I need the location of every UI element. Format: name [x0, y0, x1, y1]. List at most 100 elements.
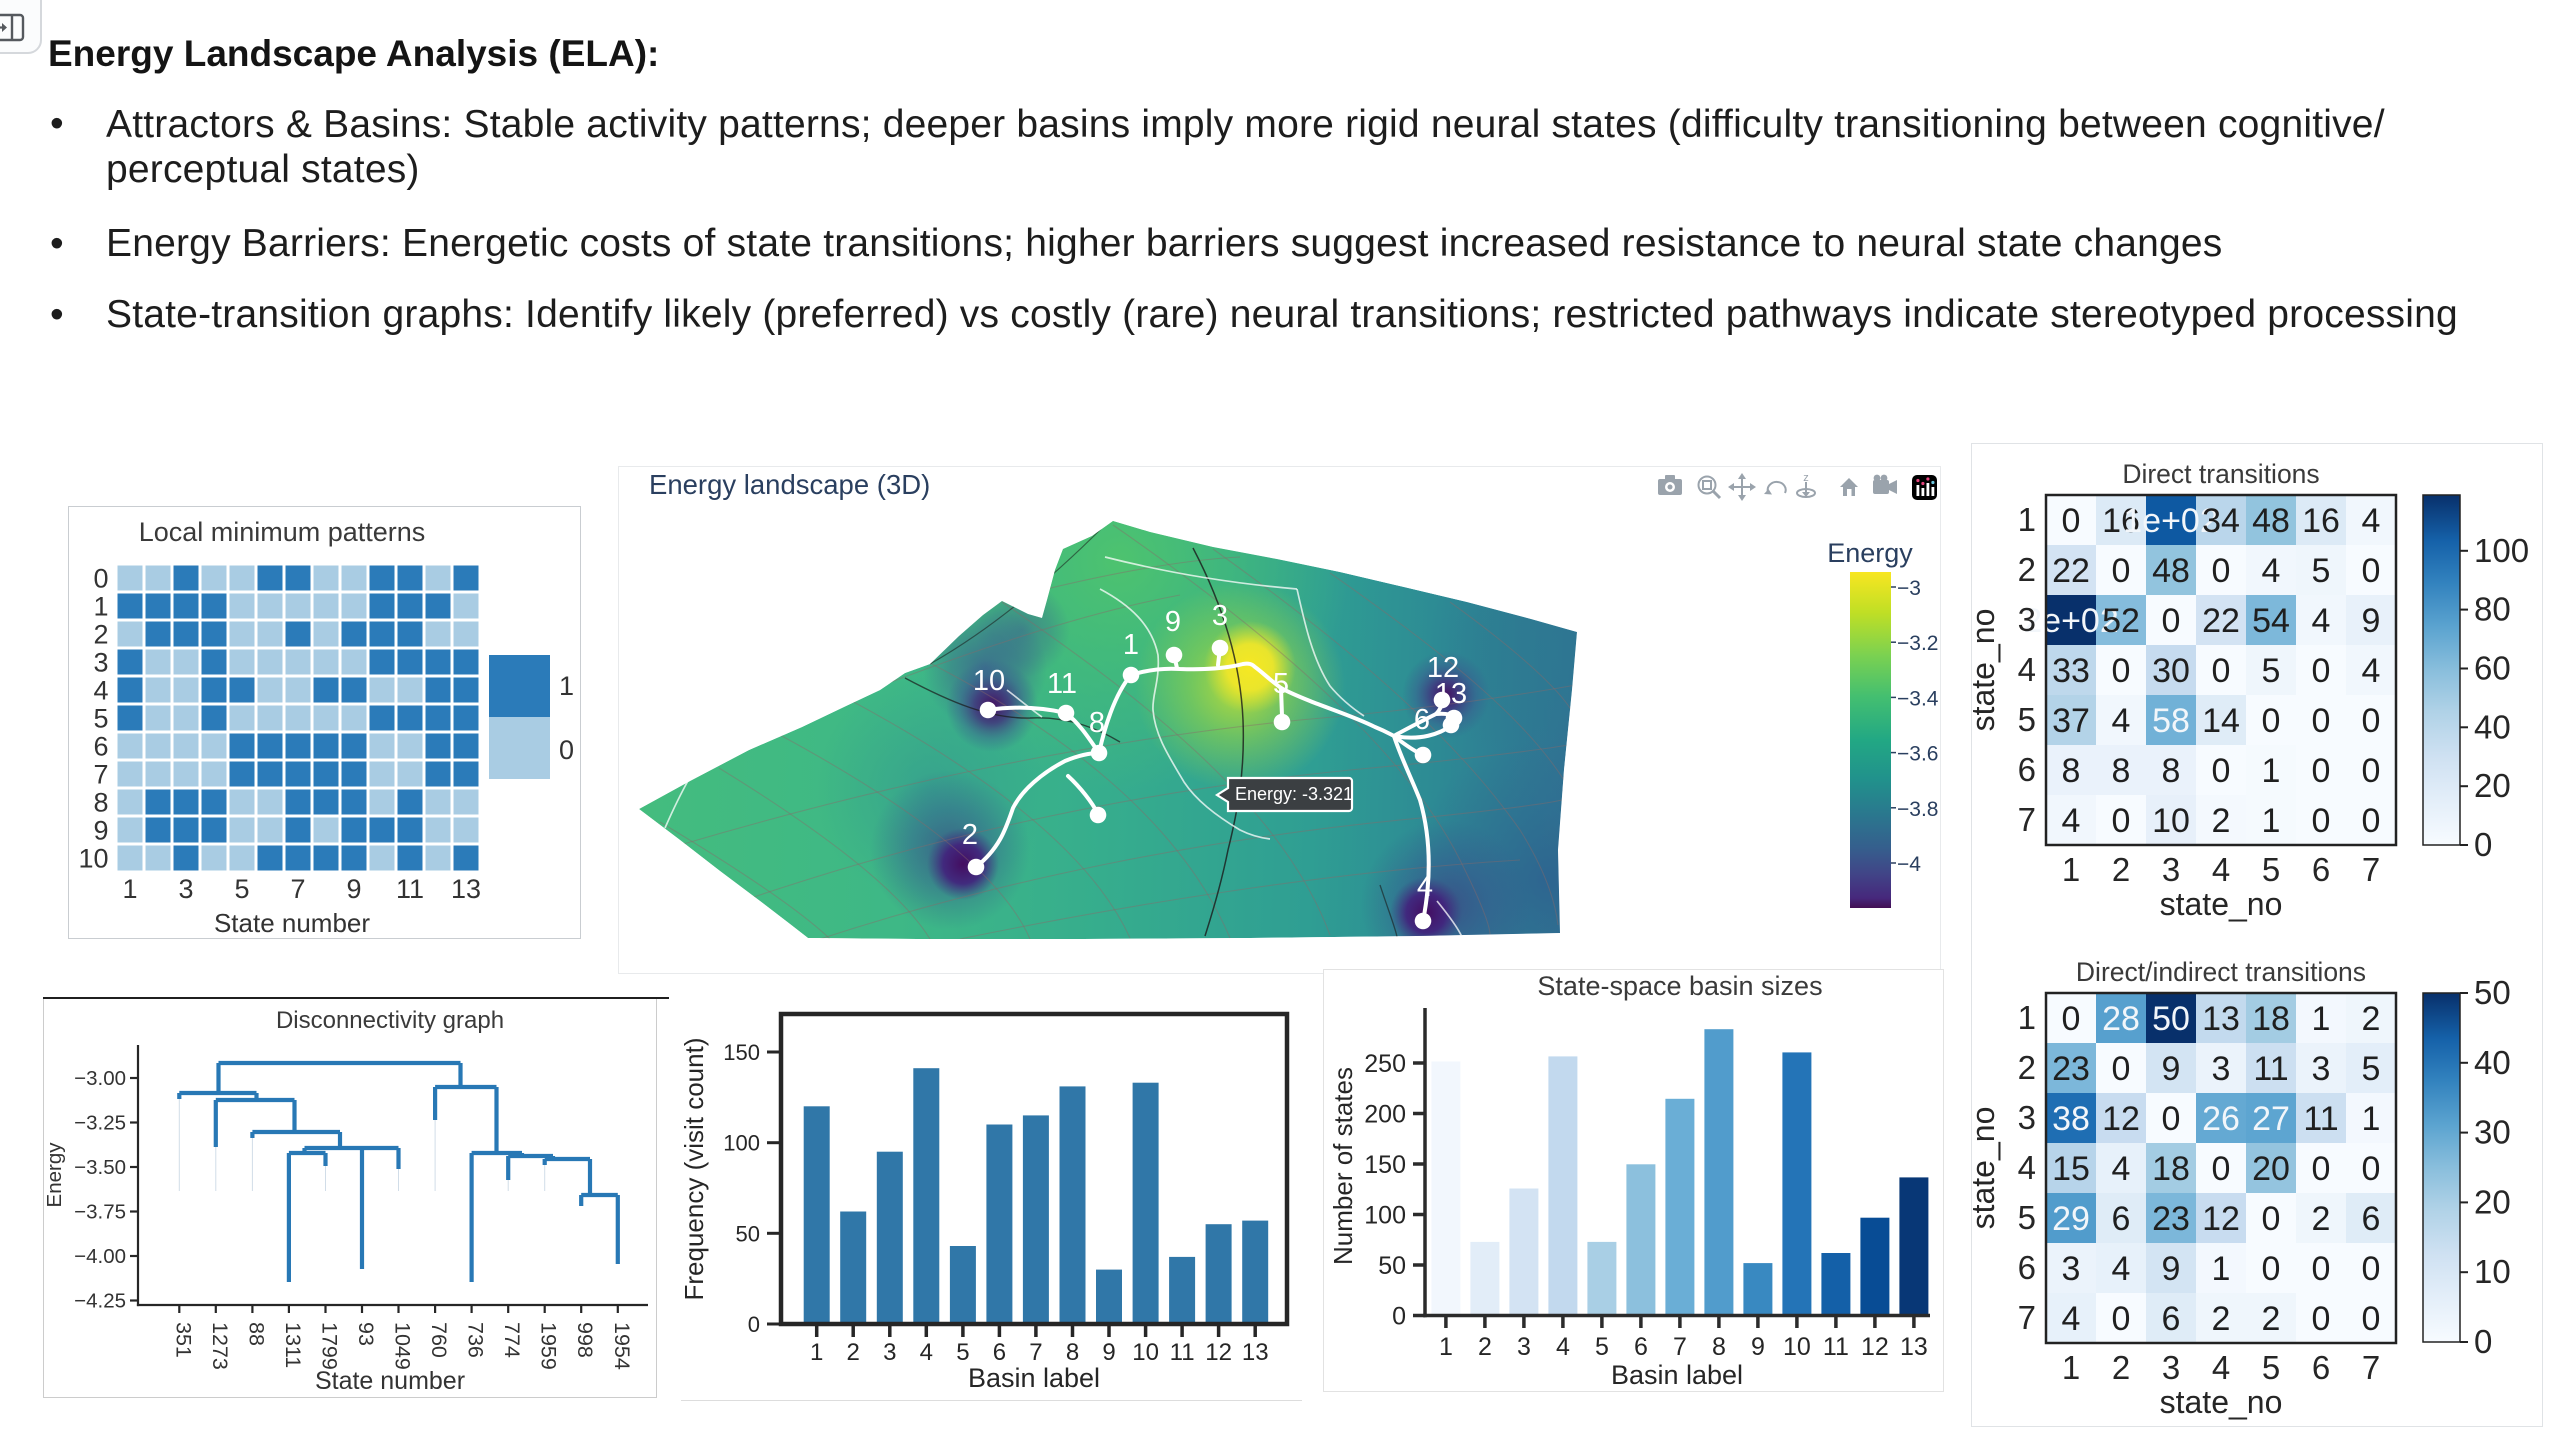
- svg-text:1799: 1799: [318, 1322, 342, 1370]
- svg-text:13: 13: [2202, 1000, 2240, 1038]
- svg-text:1311: 1311: [281, 1322, 305, 1368]
- svg-text:state_no: state_no: [2160, 886, 2283, 922]
- svg-text:3: 3: [93, 648, 108, 678]
- svg-text:2: 2: [1478, 1333, 1492, 1361]
- svg-text:0: 0: [2362, 1150, 2381, 1188]
- svg-text:48: 48: [2252, 502, 2290, 540]
- svg-text:20: 20: [2474, 1183, 2511, 1220]
- svg-text:2: 2: [2018, 551, 2036, 588]
- svg-text:80: 80: [2474, 591, 2511, 628]
- svg-text:5: 5: [1273, 668, 1289, 700]
- svg-text:0: 0: [2162, 602, 2181, 640]
- svg-text:8: 8: [1089, 707, 1105, 739]
- svg-text:9: 9: [2362, 602, 2381, 640]
- svg-text:0: 0: [2112, 802, 2131, 840]
- svg-text:12: 12: [1861, 1333, 1889, 1361]
- svg-text:9: 9: [1102, 1339, 1115, 1366]
- svg-text:774: 774: [500, 1322, 524, 1358]
- svg-text:33: 33: [2052, 652, 2090, 690]
- svg-text:8: 8: [93, 788, 108, 818]
- svg-text:50: 50: [736, 1221, 760, 1246]
- svg-text:1: 1: [122, 874, 137, 904]
- svg-text:0: 0: [2362, 1300, 2381, 1338]
- svg-text:52: 52: [2102, 602, 2140, 640]
- svg-text:0: 0: [2262, 1200, 2281, 1238]
- svg-text:12: 12: [2102, 1100, 2140, 1138]
- svg-text:0: 0: [559, 735, 574, 765]
- svg-text:5: 5: [956, 1339, 969, 1366]
- svg-text:3: 3: [178, 874, 193, 904]
- svg-text:4: 4: [2112, 702, 2131, 740]
- svg-text:54: 54: [2252, 602, 2290, 640]
- svg-text:7: 7: [93, 760, 108, 790]
- svg-text:2: 2: [2212, 802, 2231, 840]
- svg-text:4: 4: [2112, 1250, 2131, 1288]
- svg-text:351: 351: [171, 1322, 195, 1358]
- svg-text:29: 29: [2052, 1200, 2090, 1238]
- svg-text:4: 4: [2018, 1149, 2036, 1186]
- svg-text:0: 0: [1392, 1303, 1406, 1331]
- svg-text:1e+02: 1e+02: [2123, 502, 2219, 540]
- svg-text:−3.25: −3.25: [74, 1112, 126, 1135]
- svg-text:1: 1: [1439, 1333, 1453, 1361]
- svg-text:0: 0: [2212, 1150, 2231, 1188]
- svg-text:50: 50: [2474, 974, 2511, 1011]
- svg-text:4: 4: [2262, 552, 2281, 590]
- svg-text:2: 2: [2262, 1300, 2281, 1338]
- svg-text:0: 0: [2474, 1323, 2492, 1360]
- svg-text:1: 1: [2312, 1000, 2331, 1038]
- svg-text:Energy: -3.321: Energy: -3.321: [1235, 784, 1353, 804]
- svg-text:6: 6: [2018, 1249, 2036, 1286]
- svg-text:13: 13: [451, 874, 481, 904]
- svg-text:88: 88: [244, 1322, 268, 1346]
- svg-text:state_no: state_no: [2160, 1384, 2283, 1420]
- svg-text:1: 1: [2212, 1250, 2231, 1288]
- svg-text:10: 10: [973, 665, 1005, 697]
- svg-text:0: 0: [2312, 752, 2331, 790]
- svg-text:20: 20: [2474, 767, 2511, 804]
- svg-text:State number: State number: [214, 908, 370, 938]
- svg-text:−4.25: −4.25: [74, 1290, 126, 1313]
- svg-text:5: 5: [2018, 1199, 2036, 1236]
- svg-text:26: 26: [2202, 1100, 2240, 1138]
- svg-text:13: 13: [1435, 678, 1467, 710]
- svg-text:5: 5: [2262, 652, 2281, 690]
- svg-text:4: 4: [2212, 1349, 2230, 1386]
- svg-text:23: 23: [2152, 1200, 2190, 1238]
- svg-text:Basin label: Basin label: [1611, 1360, 1743, 1390]
- svg-text:30: 30: [2152, 652, 2190, 690]
- svg-text:3: 3: [2312, 1050, 2331, 1088]
- svg-text:1: 1: [2362, 1100, 2381, 1138]
- svg-text:93: 93: [354, 1322, 378, 1346]
- svg-text:9: 9: [1165, 606, 1181, 638]
- svg-text:−3.6: −3.6: [1897, 743, 1938, 766]
- svg-text:1: 1: [559, 671, 574, 701]
- svg-text:2: 2: [2312, 1200, 2331, 1238]
- svg-text:2: 2: [2112, 1349, 2130, 1386]
- svg-text:0: 0: [2362, 1250, 2381, 1288]
- svg-text:−4.00: −4.00: [74, 1245, 126, 1268]
- svg-text:6: 6: [2018, 751, 2036, 788]
- svg-text:1: 1: [2262, 752, 2281, 790]
- svg-text:0: 0: [2112, 552, 2131, 590]
- svg-text:0: 0: [2362, 552, 2381, 590]
- svg-text:6: 6: [93, 732, 108, 762]
- svg-text:5: 5: [2262, 1349, 2280, 1386]
- svg-text:−3.00: −3.00: [74, 1067, 126, 1090]
- svg-text:40: 40: [2474, 1044, 2511, 1081]
- svg-text:200: 200: [1364, 1101, 1406, 1129]
- svg-text:60: 60: [2474, 650, 2511, 687]
- svg-text:0: 0: [2312, 802, 2331, 840]
- svg-text:2: 2: [2362, 1000, 2381, 1038]
- svg-text:0: 0: [2312, 652, 2331, 690]
- svg-text:6: 6: [2312, 1349, 2330, 1386]
- svg-text:9: 9: [2162, 1050, 2181, 1088]
- svg-text:16: 16: [2302, 502, 2340, 540]
- svg-text:5: 5: [93, 704, 108, 734]
- svg-text:Local minimum patterns: Local minimum patterns: [139, 517, 426, 547]
- svg-text:Number of states: Number of states: [1328, 1067, 1358, 1265]
- svg-text:State number: State number: [315, 1367, 465, 1395]
- svg-text:0: 0: [2262, 702, 2281, 740]
- svg-text:−4: −4: [1897, 853, 1921, 876]
- svg-text:9: 9: [93, 816, 108, 846]
